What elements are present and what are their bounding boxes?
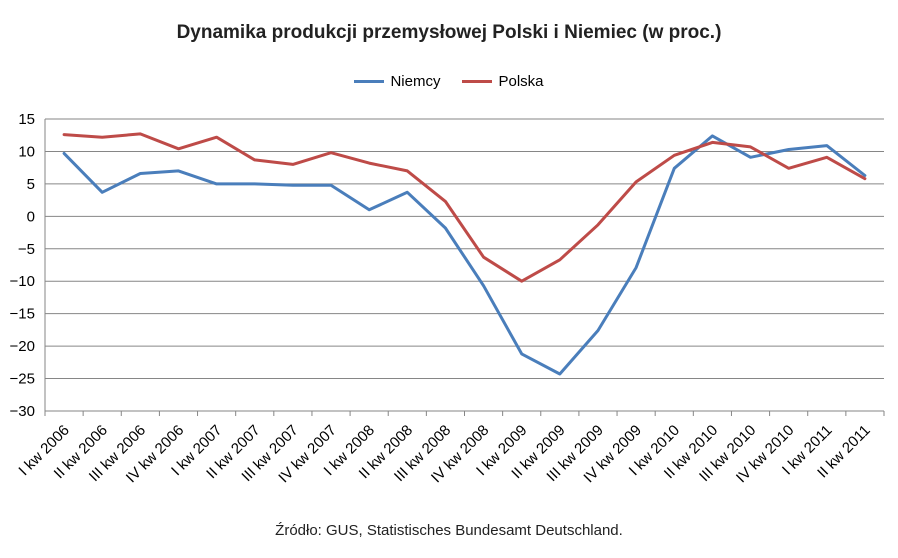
y-tick-label: −20 bbox=[10, 338, 35, 355]
legend-label-niemcy: Niemcy bbox=[390, 73, 441, 90]
y-tick-label: −25 bbox=[10, 371, 35, 388]
legend-swatch-polska bbox=[462, 80, 493, 83]
legend-swatch-niemcy bbox=[354, 80, 385, 83]
chart-title: Dynamika produkcji przemysłowej Polski i… bbox=[176, 22, 722, 43]
y-tick-label: 5 bbox=[27, 176, 35, 193]
y-tick-label: 15 bbox=[18, 111, 35, 128]
y-tick-label: −15 bbox=[10, 306, 35, 323]
legend-item-niemcy: Niemcy bbox=[354, 73, 440, 90]
y-tick-label: −30 bbox=[10, 403, 35, 420]
legend-label-polska: Polska bbox=[498, 73, 544, 90]
series-line-polska bbox=[62, 132, 867, 283]
y-tick-label: −5 bbox=[18, 241, 35, 258]
legend-item-polska: Polska bbox=[462, 73, 544, 90]
y-tick-label: 0 bbox=[27, 208, 35, 225]
y-tick-label: −10 bbox=[10, 273, 35, 290]
series-line-niemcy bbox=[62, 134, 867, 376]
source-note: Źródło: GUS, Statistisches Bundesamt Deu… bbox=[275, 522, 623, 539]
legend: Niemcy Polska bbox=[0, 73, 898, 90]
y-tick-label: 10 bbox=[18, 143, 35, 160]
